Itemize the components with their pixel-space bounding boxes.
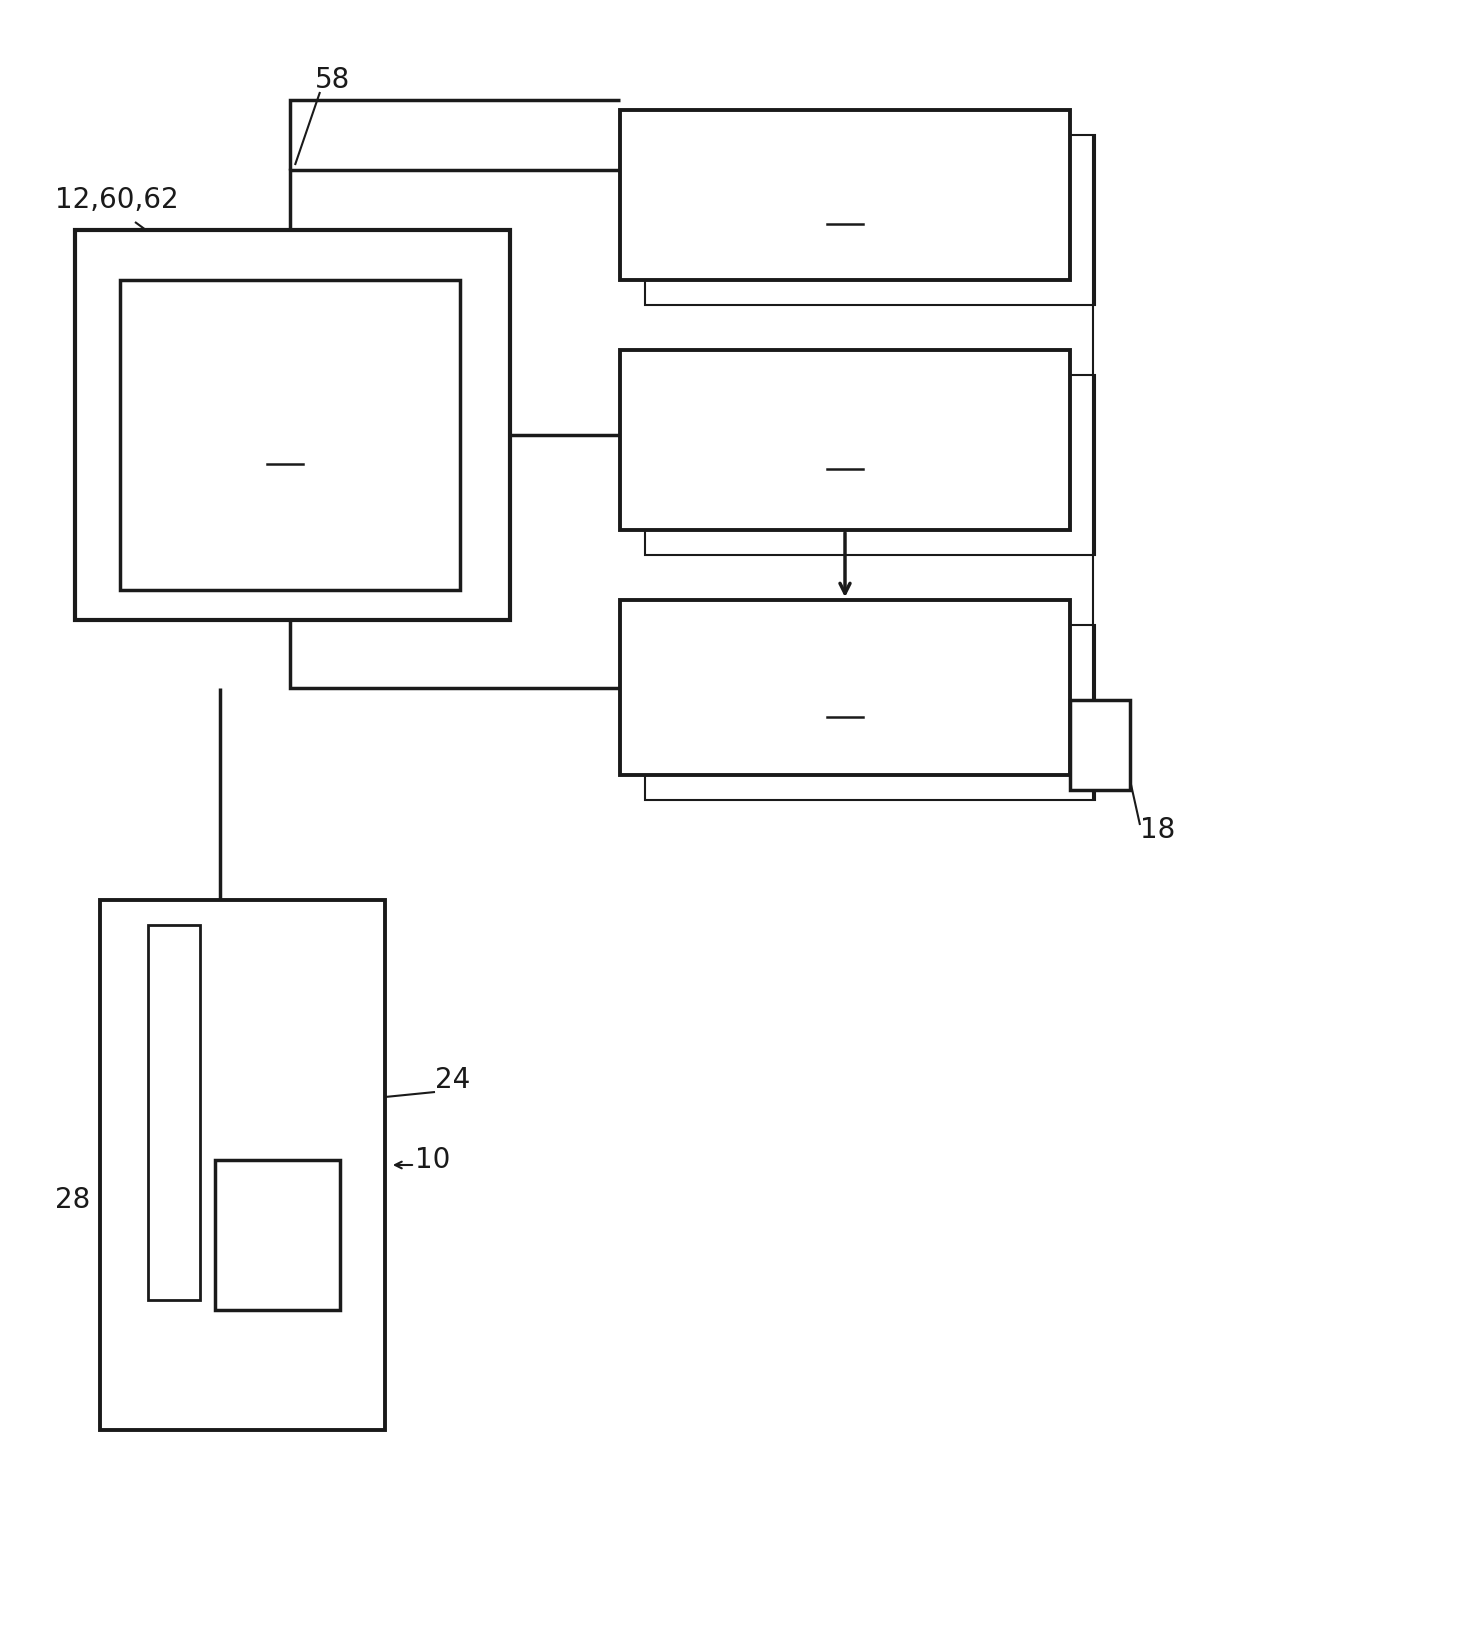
Text: 22: 22 (823, 184, 866, 217)
Bar (75, 230, 510, 619)
Text: 28: 28 (55, 1186, 90, 1214)
Text: 58: 58 (315, 66, 350, 94)
Text: 16: 16 (823, 677, 866, 710)
Text: 10: 10 (415, 1147, 451, 1175)
Bar (120, 279, 460, 590)
Bar (619, 110, 1070, 279)
Text: 18: 18 (1140, 817, 1175, 845)
Bar (214, 1160, 340, 1309)
Bar (101, 900, 384, 1429)
Bar (1070, 700, 1131, 790)
Text: 12,60,62: 12,60,62 (55, 186, 179, 214)
Bar (619, 350, 1070, 531)
Text: 20: 20 (823, 429, 866, 462)
Bar (644, 135, 1095, 306)
Bar (644, 624, 1095, 800)
Bar (148, 925, 200, 1300)
Text: 14: 14 (263, 424, 306, 457)
Text: 26: 26 (350, 1346, 386, 1374)
Bar (619, 600, 1070, 775)
Text: 24: 24 (435, 1066, 470, 1094)
Bar (644, 375, 1095, 555)
